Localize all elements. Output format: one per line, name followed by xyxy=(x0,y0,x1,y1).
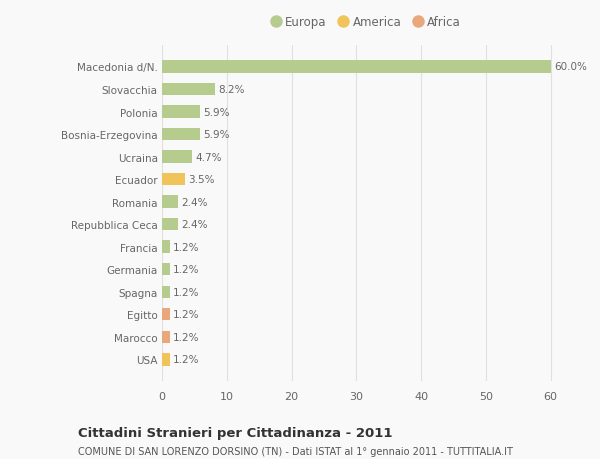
Text: 1.2%: 1.2% xyxy=(173,242,200,252)
Bar xyxy=(162,286,170,298)
Bar xyxy=(162,263,170,276)
Text: 1.2%: 1.2% xyxy=(173,354,200,364)
Bar xyxy=(162,129,200,141)
Text: 5.9%: 5.9% xyxy=(203,107,230,117)
Bar xyxy=(162,106,200,118)
Bar xyxy=(162,84,215,96)
Bar xyxy=(162,308,170,321)
Text: 8.2%: 8.2% xyxy=(218,85,245,95)
Bar xyxy=(162,61,551,73)
Text: 2.4%: 2.4% xyxy=(181,220,207,230)
Legend: Europa, America, Africa: Europa, America, Africa xyxy=(266,11,466,34)
Text: 2.4%: 2.4% xyxy=(181,197,207,207)
Text: 1.2%: 1.2% xyxy=(173,287,200,297)
Text: 60.0%: 60.0% xyxy=(554,62,587,73)
Text: 1.2%: 1.2% xyxy=(173,332,200,342)
Text: COMUNE DI SAN LORENZO DORSINO (TN) - Dati ISTAT al 1° gennaio 2011 - TUTTITALIA.: COMUNE DI SAN LORENZO DORSINO (TN) - Dat… xyxy=(78,446,513,456)
Text: 5.9%: 5.9% xyxy=(203,130,230,140)
Text: 1.2%: 1.2% xyxy=(173,310,200,319)
Bar xyxy=(162,218,178,231)
Bar xyxy=(162,151,193,163)
Text: Cittadini Stranieri per Cittadinanza - 2011: Cittadini Stranieri per Cittadinanza - 2… xyxy=(78,426,392,439)
Bar xyxy=(162,196,178,208)
Text: 1.2%: 1.2% xyxy=(173,265,200,274)
Bar xyxy=(162,331,170,343)
Text: 4.7%: 4.7% xyxy=(196,152,222,162)
Bar xyxy=(162,353,170,366)
Bar xyxy=(162,174,185,186)
Bar xyxy=(162,241,170,253)
Text: 3.5%: 3.5% xyxy=(188,175,214,185)
